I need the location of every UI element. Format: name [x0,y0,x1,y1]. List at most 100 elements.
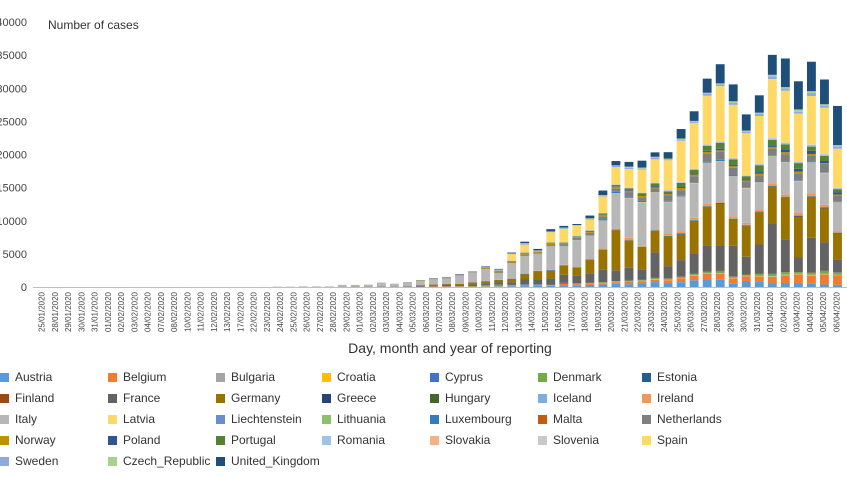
bar-segment-france [559,274,569,283]
bar-segment-portugal [806,146,816,151]
bar-segment-iceland [624,239,634,241]
bar-segment-poland [702,150,712,152]
bar-segment-estonia [559,283,569,284]
bar-segment-germany [833,233,842,260]
bar-segment-germany [715,204,725,246]
bar-segment-spain [754,116,764,164]
x-axis-label: Day, month and year of reporting [348,340,552,356]
legend-item: Luxembourg [430,411,512,427]
bar-segment-poland [833,192,842,195]
bar-segment-sweden [833,146,842,149]
bar-segment-spain [585,219,595,231]
legend-label: Luxembourg [445,412,512,426]
bar-segment-italy [559,246,569,265]
stacked-bar-chart: 0 5000 10000 15000 20000 25000 30000 35000 40000… [0,17,847,356]
x-tick-label: 31/03/2020 [753,291,762,332]
bar-segment-norway [585,231,595,233]
x-tick-label: 01/02/2020 [104,291,113,332]
bar-segment-italy [507,263,517,279]
bar-segment-germany [429,284,438,286]
bar-segment-portugal [833,189,842,193]
bar-segment-italy [455,275,464,284]
legend-item: Bulgaria [216,369,275,385]
legend-label: Belgium [123,370,167,384]
bar-segment-italy [689,183,699,218]
bar-segment-spain [689,122,699,169]
bar-segment-netherlands [754,175,764,182]
bar-segment-croatia [650,279,660,280]
bar-segment-sweden [533,250,543,252]
x-tick-label: 27/03/2020 [700,291,709,332]
bar-segment-spain [637,169,647,193]
bar-segment-ireland [780,194,790,197]
bar-segment-denmark [780,272,790,275]
bar-segment-spain [507,253,517,261]
bar-segment-france [624,267,634,280]
legend-label: United_Kingdom [231,454,320,468]
bar-segment-denmark [572,283,582,285]
bar-segment-italy [598,220,608,249]
bar-segment-norway [611,186,621,189]
bar-segment-spain [611,167,621,185]
bar-segment-austria [572,285,582,287]
bar-segment-italy [402,282,412,287]
bar-segment-norway [546,243,556,246]
bar-segment-italy [741,188,751,223]
bar-segment-germany [481,281,491,284]
bar-segment-luxembourg [663,201,673,202]
bar-segment-ireland [702,203,712,206]
bar-segment-denmark [689,274,699,275]
bar-segment-france [793,257,803,272]
bar-segment-spain [650,159,660,183]
bar-segment-sweden [611,165,621,168]
bar-segment-portugal [650,183,660,187]
legend-item: Austria [0,369,52,385]
bar-segment-norway [507,260,517,263]
bar-segment-italy [676,196,686,232]
legend-swatch [322,435,331,445]
bar-segment-ireland [637,245,647,247]
bar-segment-italy [572,240,582,267]
bar-segment-denmark [833,272,842,275]
bar-segment-denmark [585,283,595,284]
bar-segment-france [520,279,530,285]
bar-segment-greece [546,270,556,271]
legend-label: Cyprus [445,370,484,384]
legend-label: Italy [15,412,38,426]
x-tick-label: 30/03/2020 [740,291,749,332]
x-tick-label: 11/03/2020 [488,291,497,331]
bar-segment-ireland [833,231,842,233]
bar-segment-austria [715,279,725,287]
bar-segment-austria [754,281,764,287]
x-tick-label: 28/02/2020 [329,291,338,332]
legend-label: Iceland [553,391,592,405]
bar-segment-germany [559,265,569,275]
bar-segment-spain [767,79,777,138]
bar-segment-france [572,275,582,284]
bar-segment-austria [559,285,569,287]
bar-segment-france [806,237,816,273]
bar-segment-united-kingdom [806,61,816,92]
legend-item: Denmark [538,369,602,385]
bar-segment-spain [598,196,608,214]
bar-segment-finland [715,270,725,272]
x-tick-label: 31/01/2020 [91,291,100,332]
bar-segment-united-kingdom [702,78,712,93]
bar-segment-iceland [793,215,803,216]
legend-swatch [216,372,225,382]
bar-segment-norway [702,151,712,154]
bar-segment-belgium [507,285,517,287]
x-tick-label: 19/03/2020 [594,291,603,332]
bar-segment-portugal [741,176,751,180]
legend-label: Liechtenstein [231,412,302,426]
bar-segment-spain [559,229,569,243]
legend-swatch [108,456,117,466]
bar-segment-united-kingdom [546,229,556,232]
x-tick-label: 24/02/2020 [276,291,285,332]
bar-segment-sweden [754,113,764,116]
bar-segment-spain [741,133,751,175]
legend-swatch [538,393,547,403]
bar-segment-netherlands [455,275,464,276]
bar-segment-austria [611,283,621,287]
bar-segment-luxembourg [624,196,634,198]
